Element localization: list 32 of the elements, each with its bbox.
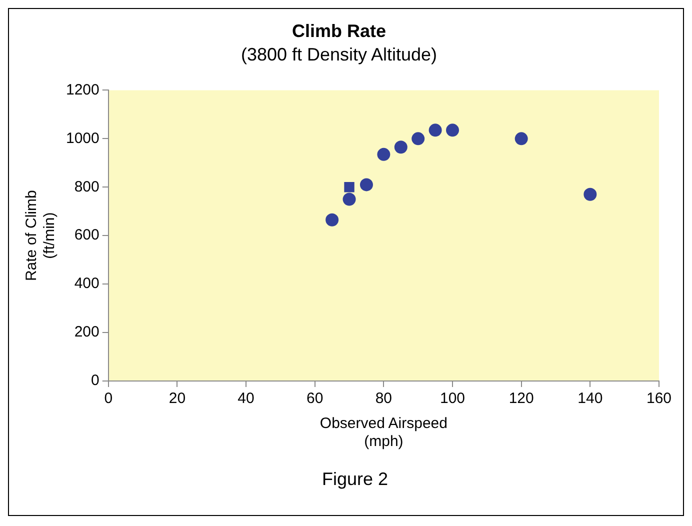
point <box>394 140 408 154</box>
y-tick-label: 400 <box>74 275 100 292</box>
point <box>344 182 354 192</box>
y-tick-label: 600 <box>74 226 100 244</box>
y-tick-label: 1000 <box>66 130 100 147</box>
point <box>514 132 528 146</box>
x-tick-label: 120 <box>508 390 534 408</box>
x-tick-label: 40 <box>238 390 254 408</box>
x-tick-label: 0 <box>104 390 113 408</box>
x-tick-label: 100 <box>440 390 466 408</box>
point <box>446 124 460 137</box>
y-tick-label: 800 <box>74 178 100 196</box>
chart-title: Climb Rate <box>292 20 386 41</box>
point <box>377 148 390 161</box>
point <box>342 192 356 206</box>
x-axis-title: Observed Airspeed (mph) <box>320 415 448 450</box>
point <box>412 132 425 146</box>
y-axis-title: Rate of Climb (ft/min) <box>23 190 58 282</box>
x-tick-label: 140 <box>578 390 603 408</box>
x-tick-label: 60 <box>306 390 324 408</box>
point <box>360 178 373 192</box>
y-tick-label: 200 <box>74 324 100 341</box>
x-tick-label: 20 <box>168 390 186 408</box>
point <box>326 213 339 226</box>
y-tick-label: 0 <box>91 372 100 390</box>
caption: Figure 2 <box>322 469 390 490</box>
point <box>428 124 442 137</box>
x-tick-label: 80 <box>375 390 392 408</box>
y-tick-label: 1200 <box>66 81 100 98</box>
chart-subtitle: (3800 ft Density Altitude) <box>240 44 438 64</box>
point <box>584 188 597 201</box>
x-tick-label: 160 <box>646 390 672 408</box>
